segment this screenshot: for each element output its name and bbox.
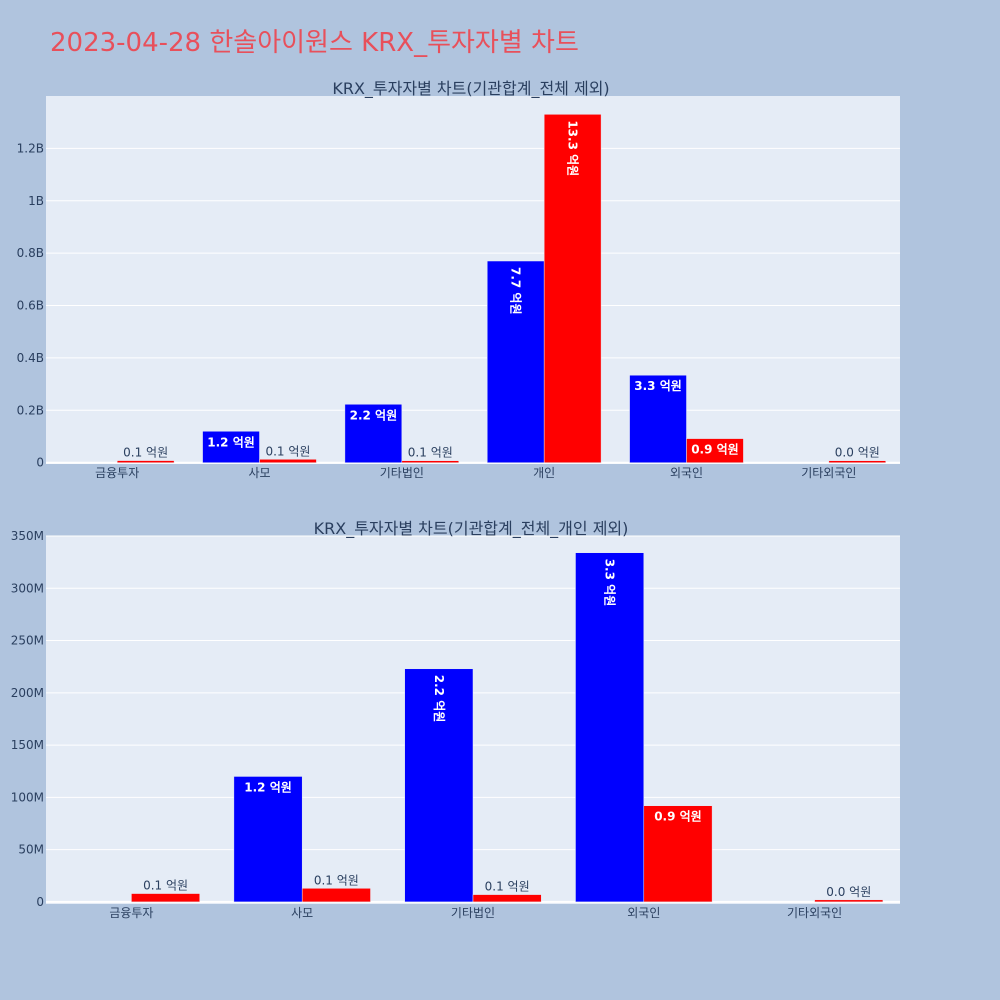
chart-title: KRX_투자자별 차트(기관합계_전체 제외)	[332, 79, 609, 99]
data-label: 0.1 억원	[143, 879, 188, 893]
bar	[629, 374, 687, 463]
bar	[301, 888, 371, 903]
data-label: 0.9 억원	[654, 810, 702, 824]
bar	[575, 552, 645, 903]
x-tick-label: 기타법인	[380, 466, 424, 480]
data-label: 1.2 억원	[244, 780, 292, 794]
y-tick-label: 250M	[11, 634, 44, 648]
data-label: 3.3 억원	[634, 379, 682, 393]
x-tick-label: 금융투자	[95, 466, 139, 480]
bar	[116, 460, 175, 463]
bar	[131, 893, 200, 903]
page-title: 2023-04-28 한솔아이원스 KRX_투자자별 차트	[50, 28, 579, 58]
chart-title: KRX_투자자별 차트(기관합계_전체_개인 제외)	[314, 519, 629, 539]
data-label: 1.2 억원	[207, 435, 255, 449]
y-tick-label: 0.8B	[17, 246, 44, 260]
data-label: 13.3 억원	[566, 120, 580, 176]
y-tick-label: 1.2B	[17, 141, 44, 155]
data-label: 2.2 억원	[350, 408, 398, 422]
y-tick-label: 1B	[28, 194, 44, 208]
x-tick-label: 금융투자	[109, 906, 153, 920]
x-tick-label: 사모	[248, 466, 270, 480]
x-tick-label: 외국인	[627, 906, 660, 920]
x-tick-label: 사모	[291, 906, 313, 920]
data-label: 0.1 억원	[485, 880, 530, 894]
data-label: 0.1 억원	[265, 444, 310, 458]
x-tick-label: 기타외국인	[801, 466, 856, 480]
bar	[814, 899, 884, 903]
chart-individual-excluded: 0 50M 100M 150M 200M 250M 300M 350M KRX_투자자별 차트(…	[11, 519, 900, 920]
bar	[472, 894, 542, 903]
bar	[401, 460, 460, 463]
bar	[686, 438, 744, 463]
y-tick-label: 350M	[11, 529, 44, 543]
bar	[543, 114, 602, 463]
bar	[404, 668, 474, 903]
data-label: 0.1 억원	[314, 873, 359, 887]
x-tick-label: 기타법인	[451, 906, 495, 920]
data-label: 0.1 억원	[123, 446, 168, 460]
bar	[259, 459, 317, 463]
y-tick-label: 0.2B	[17, 403, 44, 417]
y-tick-label: 50M	[18, 843, 44, 857]
data-label: 3.3 억원	[603, 559, 617, 607]
y-tick-label: 0.4B	[17, 351, 44, 365]
data-label: 7.7 억원	[509, 267, 523, 315]
y-tick-label: 200M	[11, 686, 44, 700]
y-tick-label: 0	[36, 895, 44, 909]
data-label: 0.0 억원	[835, 446, 880, 460]
bar	[202, 431, 260, 463]
bar	[486, 260, 545, 463]
plot-area	[46, 96, 900, 464]
data-label: 0.1 억원	[408, 446, 453, 460]
chart-institution-excluded: 0 0.2B 0.4B 0.6B 0.8B 1B 1.2B KRX_투자자별 차트(기관합계_…	[17, 79, 900, 480]
x-tick-label: 외국인	[670, 466, 703, 480]
x-tick-label: 개인	[533, 466, 555, 480]
y-tick-label: 0	[36, 456, 44, 470]
y-tick-label: 300M	[11, 581, 44, 595]
data-label: 0.0 억원	[826, 885, 871, 899]
bar	[643, 805, 713, 903]
x-tick-label: 기타외국인	[787, 906, 842, 920]
y-tick-label: 100M	[11, 790, 44, 804]
bar	[828, 460, 887, 463]
bar	[344, 404, 403, 463]
y-tick-label: 150M	[11, 738, 44, 752]
bar	[233, 776, 303, 903]
data-label: 2.2 억원	[432, 675, 446, 723]
data-label: 0.9 억원	[691, 443, 739, 457]
y-tick-label: 0.6B	[17, 299, 44, 313]
